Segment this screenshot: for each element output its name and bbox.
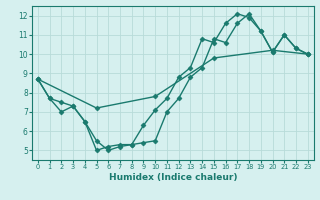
X-axis label: Humidex (Indice chaleur): Humidex (Indice chaleur)	[108, 173, 237, 182]
